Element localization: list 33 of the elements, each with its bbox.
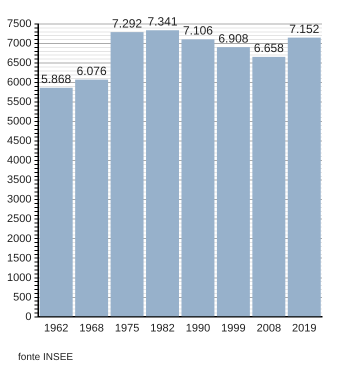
y-tick-label: 6500	[6, 57, 32, 70]
data-label: 6.658	[254, 41, 284, 56]
data-label: 5.868	[41, 72, 72, 86]
y-tick-label: 1500	[6, 252, 32, 264]
y-tick-label: 7000	[6, 38, 32, 50]
y-tick-label: 5500	[6, 96, 32, 108]
y-tick-label: 2000	[6, 232, 32, 245]
y-tick-label: 4500	[6, 135, 32, 148]
y-tick-label: 1000	[6, 272, 32, 284]
x-tick-label: 1962	[44, 322, 68, 334]
source-note: fonte INSEE	[18, 352, 74, 363]
y-tick-label: 3000	[6, 194, 32, 206]
data-label: 6.076	[76, 64, 107, 78]
data-label: 6.908	[218, 31, 249, 46]
y-tick-label: 7500	[6, 18, 32, 30]
x-tick-label: 2019	[292, 322, 317, 334]
data-label: 7.106	[182, 24, 214, 38]
y-tick-label: 2500	[6, 213, 32, 226]
x-tick-label: 1999	[221, 322, 246, 334]
x-tick-label: 2008	[256, 322, 282, 334]
y-tick-label: 6000	[6, 76, 32, 89]
y-tick-label: 0	[25, 310, 32, 323]
data-label: 7.341	[148, 14, 178, 29]
data-label: 7.152	[289, 22, 320, 36]
data-label: 7.292	[112, 16, 142, 30]
y-tick-label: 3500	[6, 174, 32, 186]
x-tick-label: 1968	[79, 322, 104, 334]
y-tick-label: 500	[13, 291, 32, 304]
y-tick-label: 4000	[6, 154, 32, 167]
x-tick-label: 1982	[150, 322, 175, 334]
y-tick-label: 5000	[6, 116, 32, 128]
x-tick-label: 1990	[186, 322, 210, 334]
x-tick-label: 1975	[114, 322, 140, 334]
